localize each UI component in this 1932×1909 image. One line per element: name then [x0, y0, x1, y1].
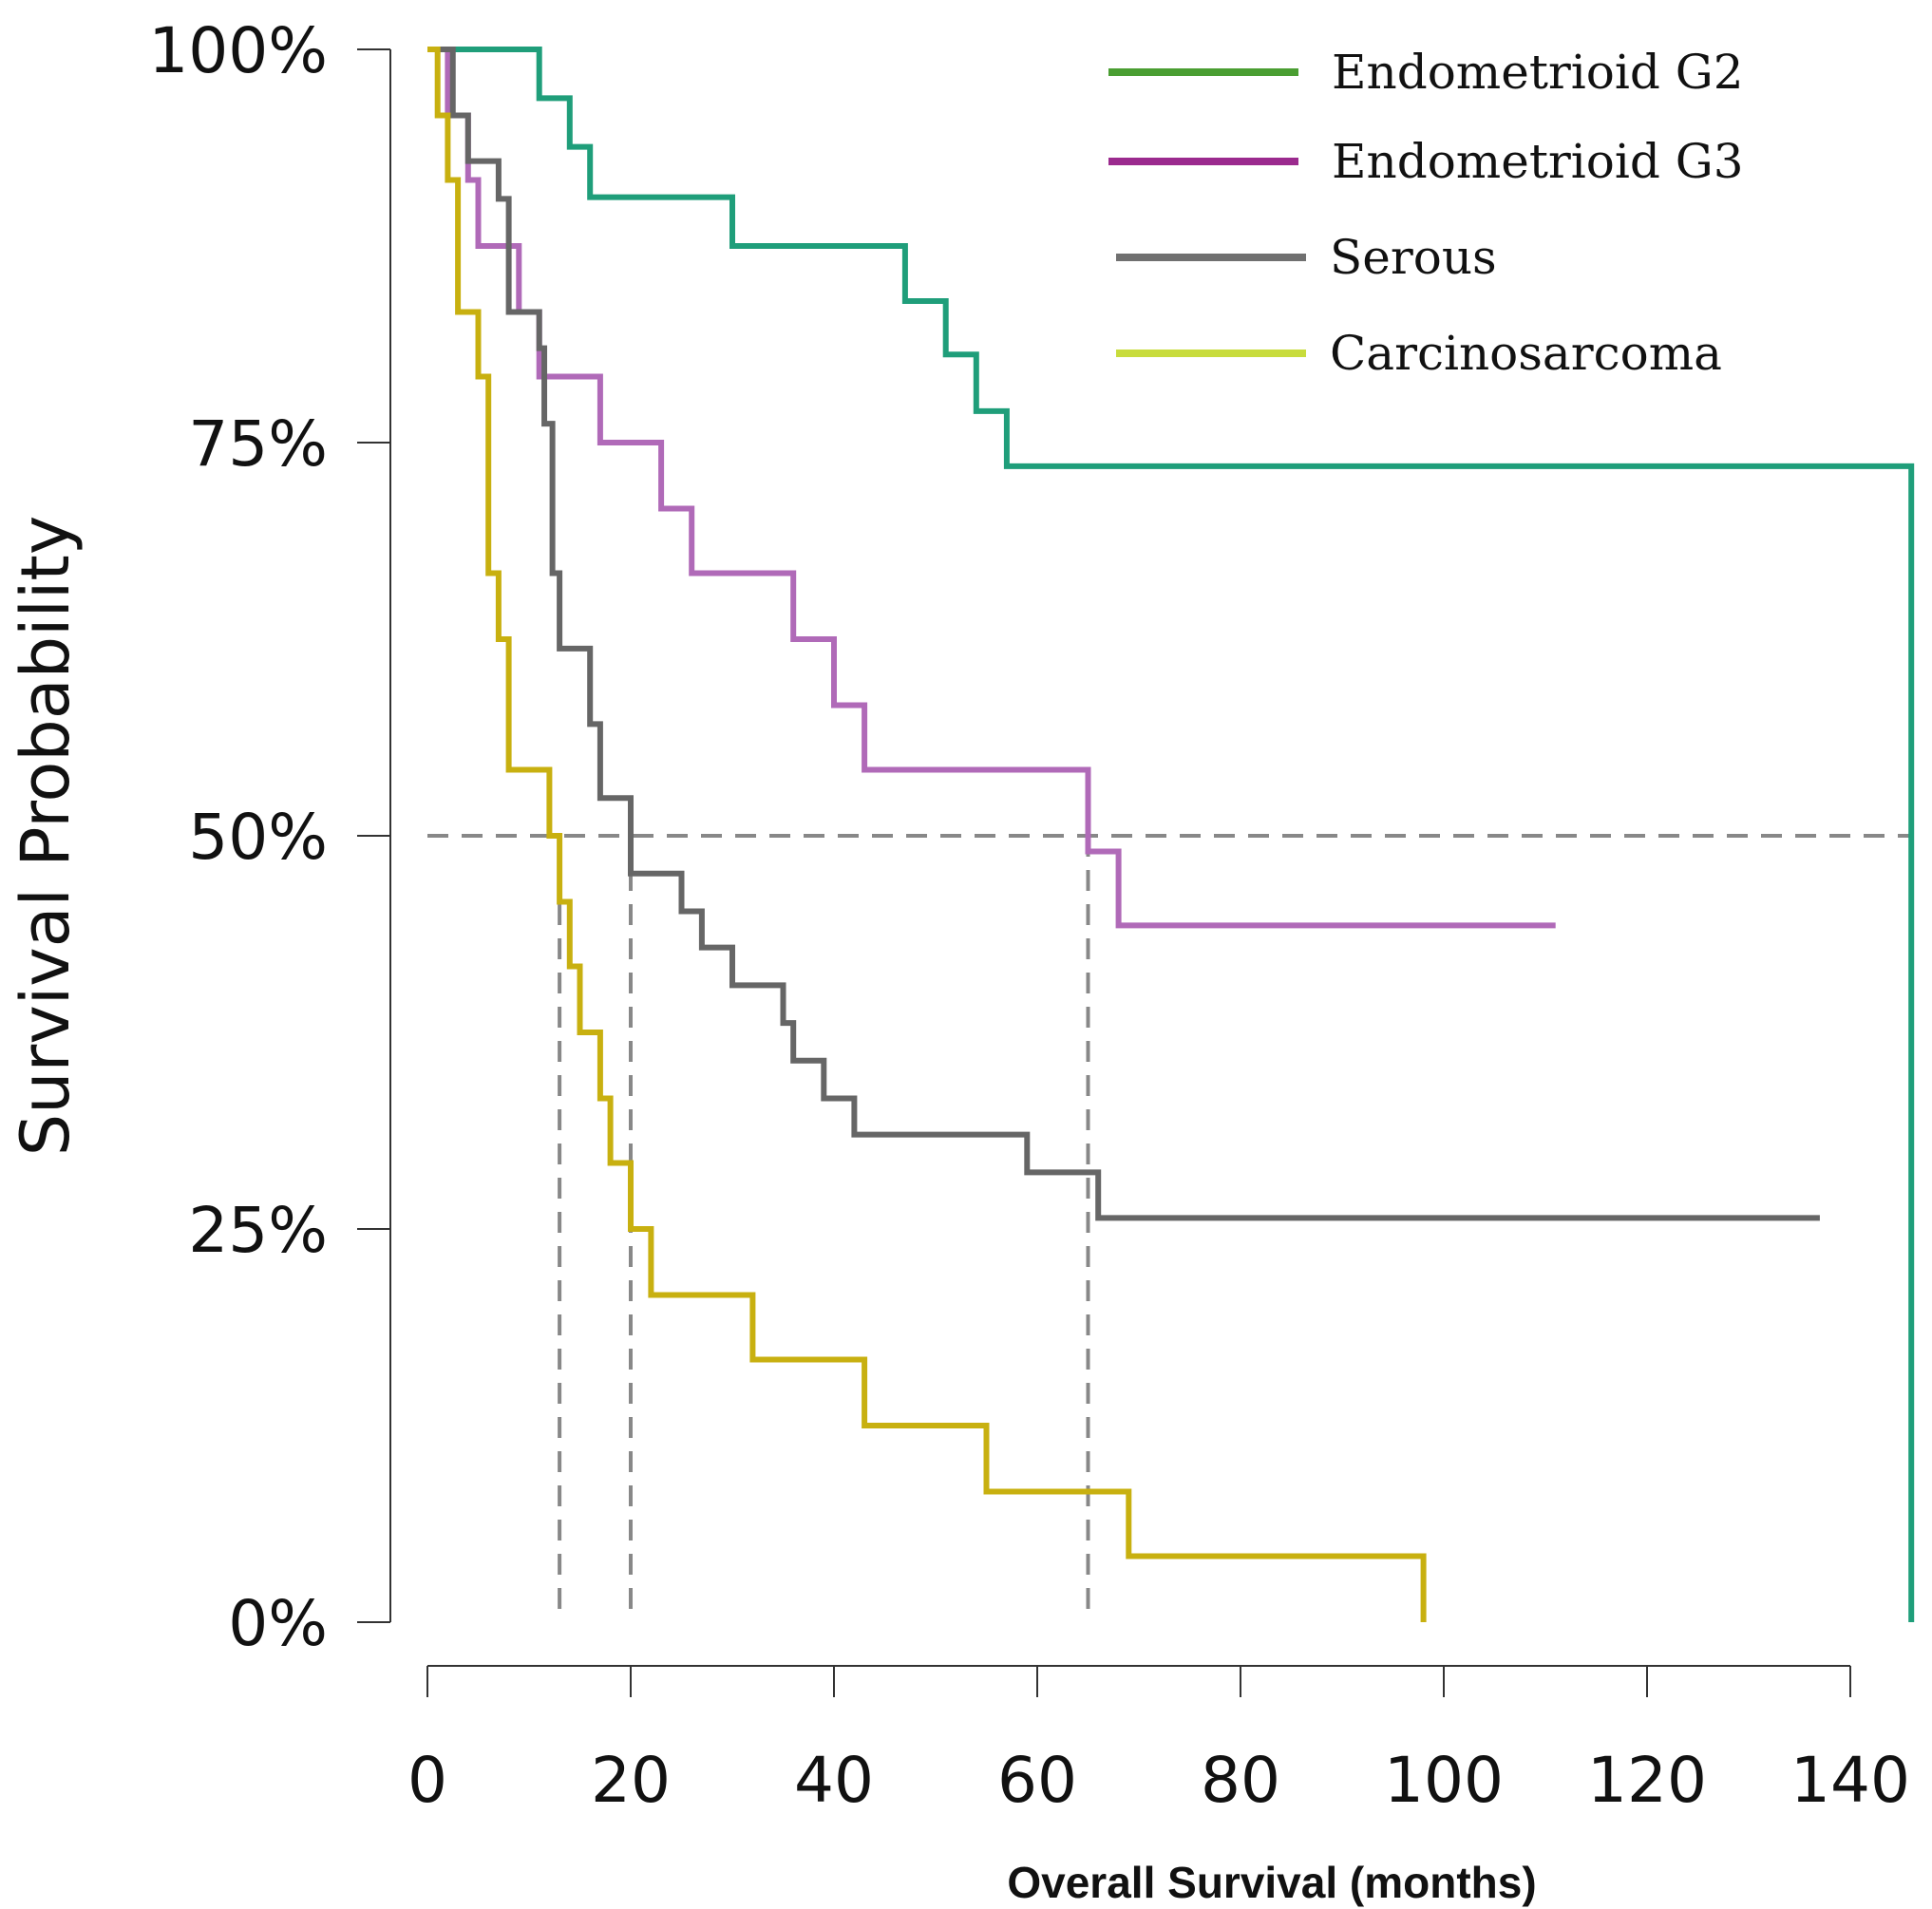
legend: Endometrioid G2 Endometrioid G3 Serous Carc…	[1108, 45, 1744, 381]
axes: 0% 25% 50% 75% 100% 0 20 40 60 80 100 120 140	[148, 14, 1910, 1817]
legend-label: Carcinosarcoma	[1330, 326, 1722, 381]
curve-serous	[427, 47, 1820, 1221]
legend-label: Endometrioid G2	[1332, 45, 1744, 100]
x-tick-label: 20	[591, 1744, 671, 1817]
curves	[427, 47, 1915, 1622]
y-tick-label: 100%	[148, 14, 328, 87]
x-tick-label: 120	[1587, 1744, 1707, 1817]
curve-endometrioid-g2	[427, 47, 1915, 1622]
curve-carcinosarcoma	[427, 47, 1427, 1622]
y-tick-label: 25%	[188, 1194, 328, 1267]
y-tick-label: 50%	[188, 801, 328, 874]
legend-item: Carcinosarcoma	[1116, 326, 1722, 381]
x-tick-label: 140	[1790, 1744, 1910, 1817]
curve-endometrioid-g3	[427, 47, 1556, 929]
x-tick-label: 0	[407, 1744, 447, 1817]
x-axis-label: Overall Survival (months)	[1007, 1858, 1536, 1907]
x-tick-label: 40	[794, 1744, 874, 1817]
y-axis-label: Survival Probability	[7, 516, 85, 1157]
x-tick-label: 100	[1384, 1744, 1504, 1817]
y-tick-label: 0%	[228, 1587, 328, 1660]
legend-item: Endometrioid G2	[1108, 45, 1744, 100]
x-tick-label: 80	[1201, 1744, 1280, 1817]
legend-label: Endometrioid G3	[1332, 134, 1744, 189]
y-tick-label: 75%	[188, 407, 328, 481]
legend-label: Serous	[1330, 230, 1497, 285]
legend-item: Serous	[1116, 230, 1497, 285]
legend-item: Endometrioid G3	[1108, 134, 1744, 189]
x-tick-label: 60	[997, 1744, 1077, 1817]
